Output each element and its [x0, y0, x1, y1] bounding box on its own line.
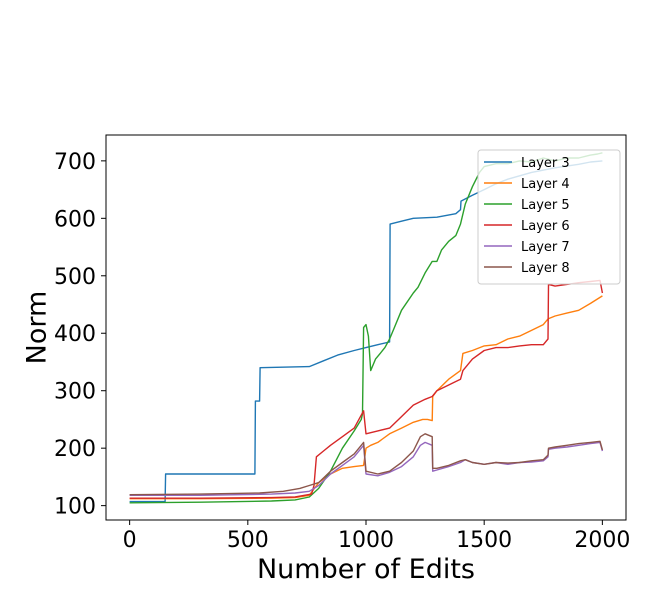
legend-box [477, 149, 621, 285]
y-tick-label: 300 [54, 380, 96, 405]
y-tick-label: 600 [54, 207, 96, 232]
legend-entry-label: Layer 8 [521, 261, 570, 276]
y-axis-label: Norm [22, 291, 53, 365]
y-tick-label: 500 [54, 265, 96, 290]
x-tick-label: 0 [123, 528, 137, 553]
x-tick-label: 500 [227, 528, 269, 553]
legend-entry-label: Layer 3 [521, 156, 570, 171]
legend: Layer 3 Layer 4 Layer 5 Layer 6 Layer 7 Layer… [477, 149, 621, 285]
y-tick-label: 100 [54, 495, 96, 520]
x-tick-label: 1500 [456, 528, 512, 553]
x-axis-label: Number of Edits [257, 554, 475, 585]
legend-entry-label: Layer 4 [521, 177, 570, 192]
legend-entry-label: Layer 5 [521, 198, 570, 213]
y-tick-label: 200 [54, 437, 96, 462]
legend-entry-label: Layer 6 [521, 219, 570, 234]
series-line-layer-6 [129, 279, 604, 499]
y-tick-label: 700 [54, 150, 96, 175]
series-line-layer-8 [129, 433, 604, 496]
y-axis-ticks: 100 200 300 400 500 600 700 [54, 150, 106, 520]
x-axis-ticks: 0 500 1000 1500 2000 [123, 520, 630, 553]
x-tick-label: 1000 [338, 528, 394, 553]
legend-entry-label: Layer 7 [521, 240, 570, 255]
y-tick-label: 400 [54, 322, 96, 347]
x-tick-label: 2000 [574, 528, 630, 553]
